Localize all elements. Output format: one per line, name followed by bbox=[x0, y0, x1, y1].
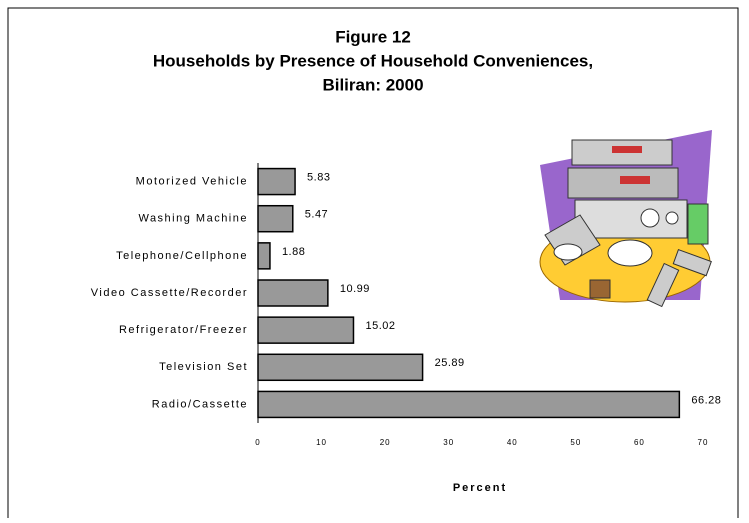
chart-title: Biliran: 2000 bbox=[322, 75, 423, 94]
y-tick-label: Refrigerator/Freezer bbox=[119, 324, 248, 336]
bar bbox=[257, 390, 681, 419]
y-tick-label: Television Set bbox=[159, 361, 248, 373]
x-tick-label: 10 bbox=[316, 438, 327, 447]
value-label: 5.83 bbox=[307, 171, 330, 183]
y-tick-label: Video Cassette/Recorder bbox=[91, 287, 248, 299]
clip-art bbox=[539, 130, 712, 308]
bar bbox=[257, 204, 294, 233]
value-label: 66.28 bbox=[691, 394, 721, 406]
bar bbox=[257, 353, 424, 382]
x-axis-label: Percent bbox=[453, 482, 507, 494]
y-tick-label: Washing Machine bbox=[138, 213, 248, 225]
chart-title: Figure 12 bbox=[335, 27, 411, 46]
value-label: 10.99 bbox=[340, 283, 370, 295]
x-tick-label: 30 bbox=[443, 438, 454, 447]
x-tick-label: 50 bbox=[570, 438, 581, 447]
bar bbox=[257, 242, 271, 270]
bar bbox=[257, 316, 355, 344]
y-tick-label: Telephone/Cellphone bbox=[116, 250, 248, 262]
value-label: 1.88 bbox=[282, 246, 305, 258]
frame bbox=[7, 7, 739, 518]
x-tick-label: 40 bbox=[507, 438, 518, 447]
bar bbox=[257, 167, 296, 196]
value-label: 15.02 bbox=[365, 320, 395, 332]
y-tick-label: Radio/Cassette bbox=[152, 398, 248, 410]
value-label: 25.89 bbox=[435, 357, 465, 369]
y-tick-label: Motorized Vehicle bbox=[136, 175, 248, 187]
chart-title: Households by Presence of Household Conv… bbox=[153, 51, 593, 70]
x-tick-label: 0 bbox=[255, 438, 260, 447]
bar bbox=[257, 279, 329, 307]
x-tick-label: 70 bbox=[698, 438, 709, 447]
x-tick-label: 20 bbox=[380, 438, 391, 447]
x-tick-label: 60 bbox=[634, 438, 645, 447]
value-label: 5.47 bbox=[305, 209, 328, 221]
